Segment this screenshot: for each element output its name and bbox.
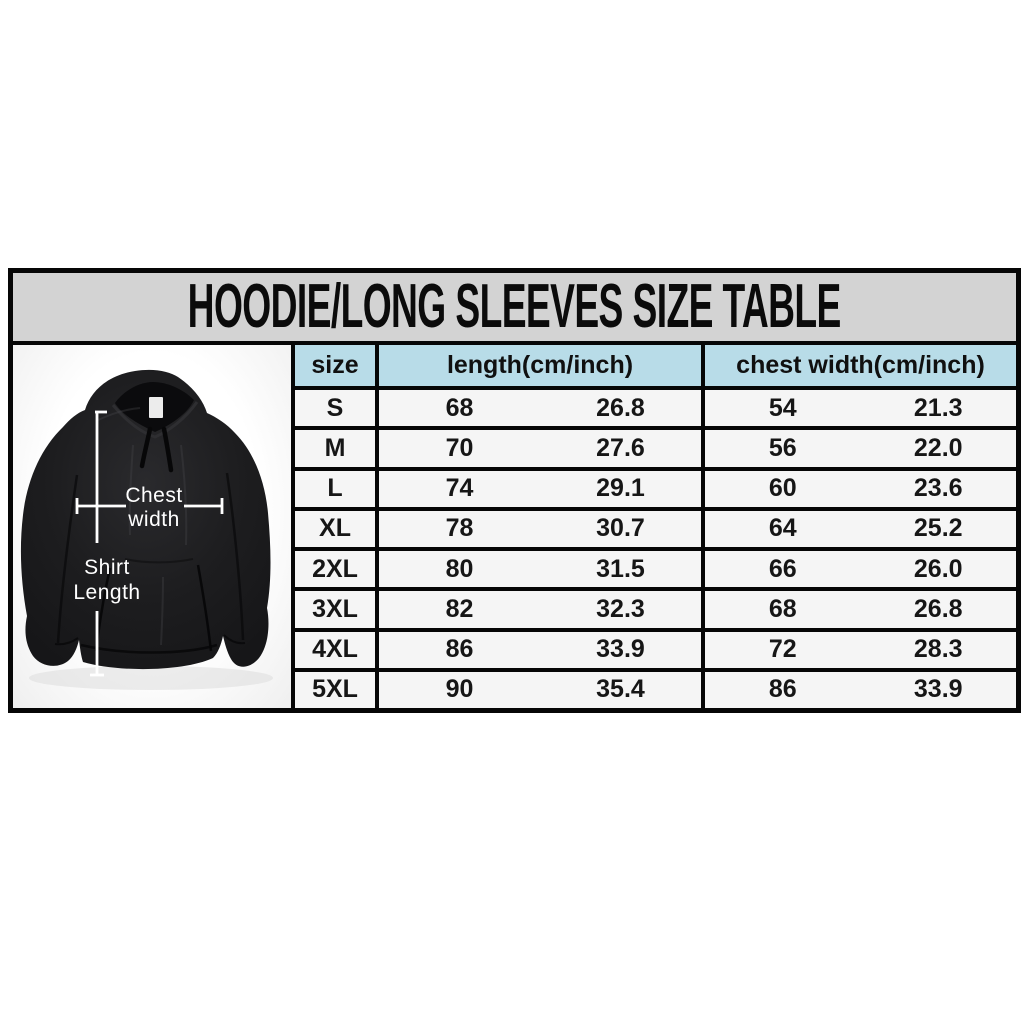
chest-width-label-line1: Chest bbox=[125, 484, 182, 507]
chest-cm: 86 bbox=[768, 675, 797, 704]
chest-cm: 60 bbox=[768, 474, 797, 503]
length-cell: 70 27.6 bbox=[379, 430, 701, 467]
shirt-length-label-line2: Length bbox=[73, 581, 140, 604]
shadow bbox=[29, 666, 273, 690]
shirt-length-label-line1: Shirt bbox=[84, 556, 130, 579]
length-inch: 30.7 bbox=[596, 514, 645, 543]
size-cell: XL bbox=[295, 510, 375, 547]
cuff-seam-right bbox=[223, 634, 246, 645]
length-cm: 90 bbox=[445, 675, 474, 704]
length-inch: 29.1 bbox=[596, 474, 645, 503]
cuff-seam-left bbox=[54, 637, 79, 646]
chest-inch: 25.2 bbox=[913, 514, 963, 543]
chest-cell: 68 26.8 bbox=[705, 591, 1016, 628]
chest-inch: 26.8 bbox=[913, 594, 963, 623]
length-cm: 78 bbox=[445, 514, 474, 543]
size-cell: L bbox=[295, 470, 375, 507]
pocket-top-seam bbox=[124, 558, 194, 564]
chest-width-label-line2: width bbox=[127, 508, 180, 531]
neck-tag bbox=[149, 397, 163, 418]
chest-cell: 64 25.2 bbox=[705, 510, 1016, 547]
chest-cm: 64 bbox=[768, 514, 797, 543]
length-cm: 86 bbox=[445, 635, 474, 664]
page-title: HOODIE/LONG SLEEVES SIZE TABLE bbox=[187, 273, 842, 341]
hoodie-measurement-diagram: Chest width Shirt Length bbox=[13, 345, 291, 708]
hoodie-photo: Chest width Shirt Length bbox=[20, 369, 273, 690]
chest-cell: 54 21.3 bbox=[705, 390, 1016, 427]
length-cell: 90 35.4 bbox=[379, 671, 701, 708]
chest-cm: 66 bbox=[768, 554, 797, 583]
chest-cell: 72 28.3 bbox=[705, 631, 1016, 668]
size-cell: M bbox=[295, 430, 375, 467]
chest-inch: 22.0 bbox=[913, 433, 963, 462]
chest-width-line bbox=[75, 498, 224, 514]
title-banner: HOODIE/LONG SLEEVES SIZE TABLE bbox=[13, 273, 1016, 341]
length-cell: 68 26.8 bbox=[379, 390, 701, 427]
size-cell: 4XL bbox=[295, 631, 375, 668]
column-header-length: length(cm/inch) bbox=[379, 345, 701, 386]
length-cell: 80 31.5 bbox=[379, 551, 701, 588]
drawstring-left bbox=[139, 426, 153, 469]
length-cell: 74 29.1 bbox=[379, 470, 701, 507]
chest-inch: 28.3 bbox=[913, 635, 963, 664]
size-cell: 3XL bbox=[295, 591, 375, 628]
sleeve-seam-right bbox=[225, 472, 245, 641]
length-cm: 70 bbox=[445, 433, 474, 462]
chest-cell: 66 26.0 bbox=[705, 551, 1016, 588]
chest-inch: 21.3 bbox=[913, 393, 963, 422]
length-inch: 32.3 bbox=[596, 594, 645, 623]
hoodie-body bbox=[20, 369, 271, 670]
length-cell: 82 32.3 bbox=[379, 591, 701, 628]
length-cell: 78 30.7 bbox=[379, 510, 701, 547]
length-cm: 82 bbox=[445, 594, 474, 623]
length-cm: 74 bbox=[445, 474, 474, 503]
size-cell: 5XL bbox=[295, 671, 375, 708]
column-header-size: size bbox=[295, 345, 375, 386]
drawstring-right bbox=[161, 426, 174, 473]
length-cm: 80 bbox=[445, 554, 474, 583]
length-inch: 33.9 bbox=[596, 635, 645, 664]
size-cell: S bbox=[295, 390, 375, 427]
chest-cm: 68 bbox=[768, 594, 797, 623]
chest-cm: 54 bbox=[768, 393, 797, 422]
size-chart-frame: HOODIE/LONG SLEEVES SIZE TABLE bbox=[8, 268, 1021, 713]
fabric-folds bbox=[97, 407, 188, 646]
chest-cm: 72 bbox=[768, 635, 797, 664]
length-cm: 68 bbox=[445, 393, 474, 422]
size-cell: 2XL bbox=[295, 551, 375, 588]
shirt-length-line bbox=[90, 410, 107, 677]
pocket-seam-right bbox=[196, 564, 213, 652]
chest-cell: 60 23.6 bbox=[705, 470, 1016, 507]
length-inch: 31.5 bbox=[596, 554, 645, 583]
chest-cell: 56 22.0 bbox=[705, 430, 1016, 467]
chest-inch: 33.9 bbox=[913, 675, 963, 704]
length-cell: 86 33.9 bbox=[379, 631, 701, 668]
chest-inch: 26.0 bbox=[913, 554, 963, 583]
chest-cm: 56 bbox=[768, 433, 797, 462]
chest-inch: 23.6 bbox=[913, 474, 963, 503]
collar-rim bbox=[111, 401, 199, 439]
sleeve-seam-left bbox=[56, 474, 79, 644]
chest-cell: 86 33.9 bbox=[705, 671, 1016, 708]
length-inch: 26.8 bbox=[596, 393, 645, 422]
length-inch: 35.4 bbox=[596, 675, 645, 704]
column-header-chest-width: chest width(cm/inch) bbox=[705, 345, 1016, 386]
length-inch: 27.6 bbox=[596, 433, 645, 462]
